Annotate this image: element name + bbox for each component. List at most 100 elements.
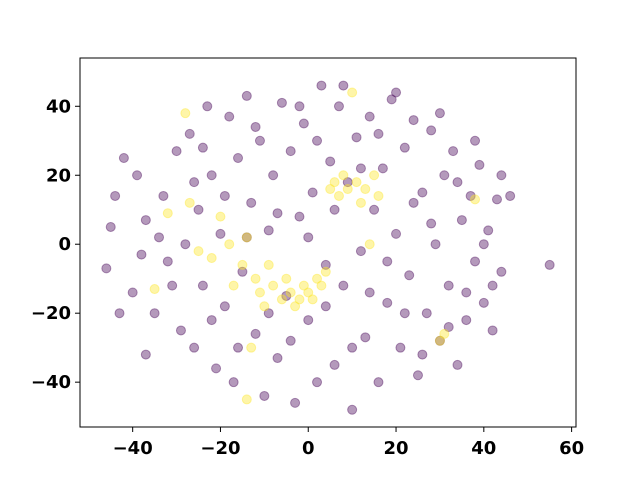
y-tick-label: 0 (58, 234, 71, 255)
scatter-point-purple (303, 232, 314, 243)
scatter-point-purple (263, 308, 274, 319)
scatter-point-yellow (149, 284, 160, 295)
scatter-point-yellow (355, 197, 366, 208)
scatter-point-purple (434, 335, 445, 346)
scatter-point-purple (452, 359, 463, 370)
scatter-point-purple (456, 215, 467, 226)
scatter-point-yellow (329, 177, 340, 188)
scatter-point-purple (272, 208, 283, 219)
scatter-point-yellow (312, 273, 323, 284)
scatter-point-yellow (360, 184, 371, 195)
scatter-point-yellow (434, 335, 445, 346)
scatter-point-purple (254, 135, 265, 146)
scatter-point-yellow (369, 170, 380, 181)
scatter-point-purple (105, 221, 116, 232)
scatter-point-purple (140, 349, 151, 360)
scatter-point-purple (219, 190, 230, 201)
scatter-point-purple (294, 101, 305, 112)
scatter-point-yellow (303, 287, 314, 298)
scatter-point-purple (154, 232, 165, 243)
scatter-point-purple (496, 170, 507, 181)
scatter-point-purple (215, 228, 226, 239)
scatter-point-yellow (338, 170, 349, 181)
scatter-point-purple (281, 290, 292, 301)
scatter-point-purple (373, 377, 384, 388)
scatter-point-purple (399, 142, 410, 153)
scatter-point-yellow (224, 239, 235, 250)
scatter-point-purple (263, 225, 274, 236)
scatter-point-yellow (254, 287, 265, 298)
scatter-point-purple (483, 225, 494, 236)
scatter-point-purple (259, 390, 270, 401)
scatter-point-purple (180, 239, 191, 250)
scatter-point-purple (430, 239, 441, 250)
scatter-point-yellow (285, 287, 296, 298)
scatter-point-purple (439, 170, 450, 181)
x-tick-label: −20 (200, 438, 240, 459)
scatter-point-purple (140, 215, 151, 226)
y-tick-label: −20 (31, 303, 71, 324)
scatter-point-purple (448, 146, 459, 157)
scatter-point-purple (197, 280, 208, 291)
scatter-point-purple (197, 142, 208, 153)
scatter-point-purple (443, 321, 454, 332)
scatter-point-purple (320, 301, 331, 312)
scatter-point-purple (470, 135, 481, 146)
scatter-point-purple (320, 259, 331, 270)
scatter-point-purple (241, 232, 252, 243)
scatter-point-purple (228, 377, 239, 388)
scatter-point-purple (162, 256, 173, 267)
scatter-point-yellow (276, 294, 287, 305)
scatter-point-yellow (250, 273, 261, 284)
scatter-point-purple (307, 187, 318, 198)
scatter-point-purple (487, 325, 498, 336)
scatter-point-purple (233, 153, 244, 164)
scatter-point-purple (408, 115, 419, 126)
scatter-point-purple (294, 211, 305, 222)
scatter-point-purple (496, 266, 507, 277)
scatter-point-purple (399, 308, 410, 319)
scatter-point-yellow (294, 294, 305, 305)
scatter-point-purple (478, 239, 489, 250)
scatter-point-purple (478, 297, 489, 308)
scatter-point-yellow (320, 266, 331, 277)
scatter-point-purple (487, 280, 498, 291)
scatter-point-purple (338, 80, 349, 91)
scatter-point-yellow (241, 232, 252, 243)
scatter-point-purple (382, 297, 393, 308)
scatter-point-yellow (246, 342, 257, 353)
scatter-point-purple (312, 377, 323, 388)
y-tick-label: 20 (46, 165, 71, 186)
scatter-point-purple (250, 328, 261, 339)
scatter-point-yellow (290, 301, 301, 312)
scatter-point-yellow (364, 239, 375, 250)
x-tick-label: 60 (559, 438, 584, 459)
x-axis-ticks: −40 −20 0 20 40 60 (113, 427, 584, 459)
scatter-point-purple (443, 280, 454, 291)
scatter-point-purple (452, 177, 463, 188)
scatter-point-yellow (215, 211, 226, 222)
scatter-point-purple (355, 163, 366, 174)
scatter-point-purple (461, 315, 472, 326)
scatter-point-purple (250, 121, 261, 132)
scatter-point-purple (461, 287, 472, 298)
scatter-point-purple (347, 404, 358, 415)
scatter-point-purple (355, 246, 366, 257)
scatter-point-purple (386, 94, 397, 105)
scatter-point-yellow (259, 301, 270, 312)
scatter-point-purple (290, 397, 301, 408)
scatter-point-purple (171, 146, 182, 157)
scatter-point-yellow (263, 259, 274, 270)
scatter-point-purple (202, 101, 213, 112)
scatter-point-yellow (325, 184, 336, 195)
x-tick-label: 40 (471, 438, 496, 459)
scatter-point-purple (149, 308, 160, 319)
scatter-point-yellow (180, 108, 191, 119)
scatter-point-purple (224, 111, 235, 122)
scatter-point-purple (333, 101, 344, 112)
scatter-point-purple (391, 87, 402, 98)
scatter-point-purple (268, 170, 279, 181)
scatter-point-purple (167, 280, 178, 291)
scatter-point-purple (316, 80, 327, 91)
